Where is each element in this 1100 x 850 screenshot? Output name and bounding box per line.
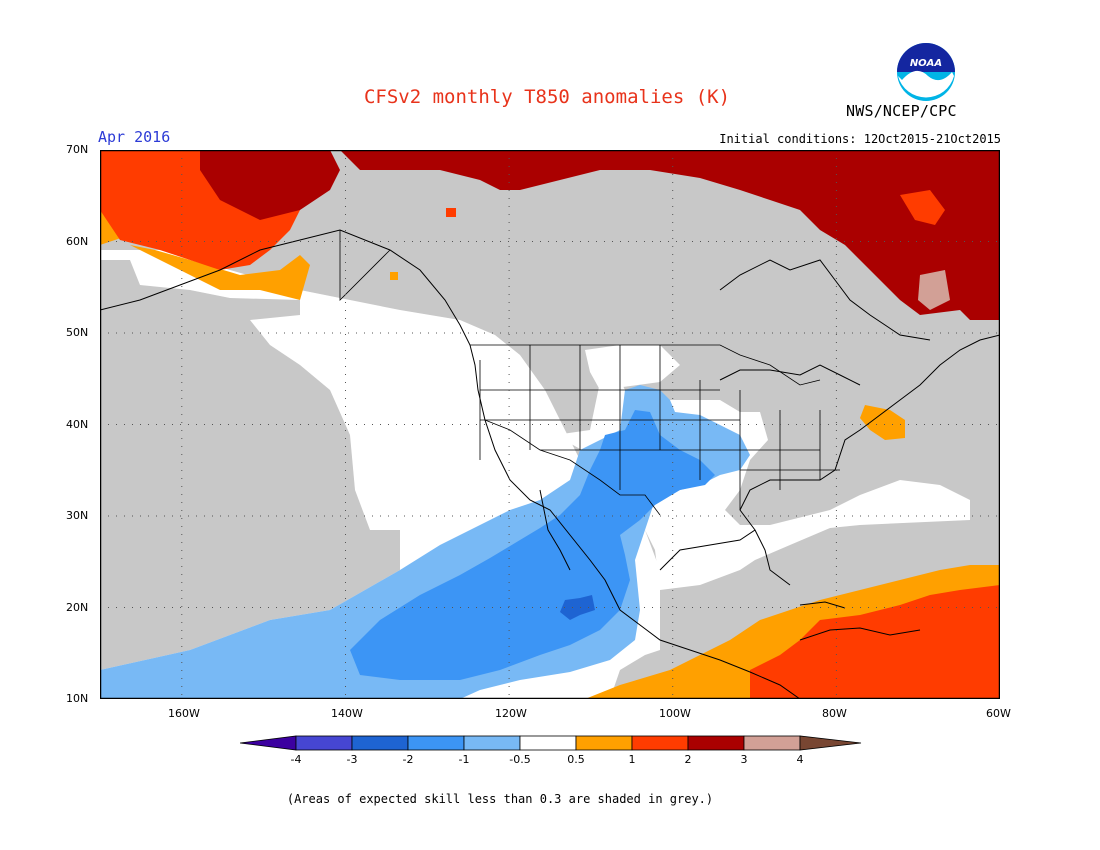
- anomaly-map: [100, 150, 1000, 699]
- lon-label: 160W: [168, 707, 200, 720]
- valid-month: Apr 2016: [98, 128, 171, 146]
- orange-patch-northeast: [860, 405, 905, 440]
- pink-patch-labrador: [918, 270, 950, 310]
- noaa-logo: NOAA: [897, 43, 955, 101]
- legend-swatch: [295, 735, 353, 751]
- lon-label: 80W: [822, 707, 847, 720]
- red-patch-pacific: [446, 208, 456, 217]
- svg-text:NOAA: NOAA: [910, 58, 942, 69]
- legend-swatch: [575, 735, 633, 751]
- chart-title: CFSv2 monthly T850 anomalies (K): [363, 86, 731, 108]
- legend-swatch: [240, 735, 297, 751]
- dark-blue-patch: [560, 595, 595, 620]
- negative-anomalies: [100, 385, 750, 699]
- legend-swatch: [519, 735, 577, 751]
- legend-tick: 1: [628, 753, 636, 766]
- map-frame: [100, 150, 1000, 699]
- lat-label: 40N: [66, 418, 89, 431]
- legend-tick: -4: [290, 753, 302, 766]
- lat-label: 70N: [66, 143, 89, 156]
- legend-tick: -1: [458, 753, 470, 766]
- legend-tick: 2: [684, 753, 692, 766]
- orange-patch-bc: [390, 272, 398, 280]
- legend-tick: 4: [796, 753, 804, 766]
- coastlines: [100, 229, 1000, 699]
- lon-label: 120W: [495, 707, 527, 720]
- legend-swatch: [351, 735, 409, 751]
- legend-tick: 3: [740, 753, 748, 766]
- red-patch-labrador: [900, 190, 945, 225]
- legend-tick: 0.5: [567, 753, 585, 766]
- legend-swatch: [743, 735, 801, 751]
- lon-label: 60W: [986, 707, 1011, 720]
- legend-swatch: [687, 735, 745, 751]
- footnote: (Areas of expected skill less than 0.3 a…: [286, 792, 714, 806]
- legend-swatch: [799, 735, 862, 751]
- lon-label: 140W: [331, 707, 363, 720]
- lat-label: 20N: [66, 601, 89, 614]
- darkred-region-alaska: [200, 150, 340, 220]
- legend-tick: -3: [346, 753, 358, 766]
- legend-tick: -2: [402, 753, 414, 766]
- political-borders: [339, 230, 840, 516]
- darkred-region-arctic: [340, 150, 1000, 320]
- lon-label: 100W: [659, 707, 691, 720]
- red-region-caribbean: [750, 585, 1000, 699]
- legend-swatch: [463, 735, 521, 751]
- agency-label: NWS/NCEP/CPC: [846, 102, 957, 120]
- initial-conditions: Initial conditions: 12Oct2015-21Oct2015: [719, 132, 1001, 146]
- color-legend: [240, 735, 862, 751]
- legend-swatch: [407, 735, 465, 751]
- lat-label: 10N: [66, 692, 89, 705]
- legend-swatch: [631, 735, 689, 751]
- legend-tick: -0.5: [509, 753, 531, 766]
- lat-label: 60N: [66, 235, 89, 248]
- medium-blue-region: [350, 410, 715, 680]
- lat-label: 30N: [66, 509, 89, 522]
- lat-label: 50N: [66, 326, 89, 339]
- positive-anomalies: [100, 150, 1000, 699]
